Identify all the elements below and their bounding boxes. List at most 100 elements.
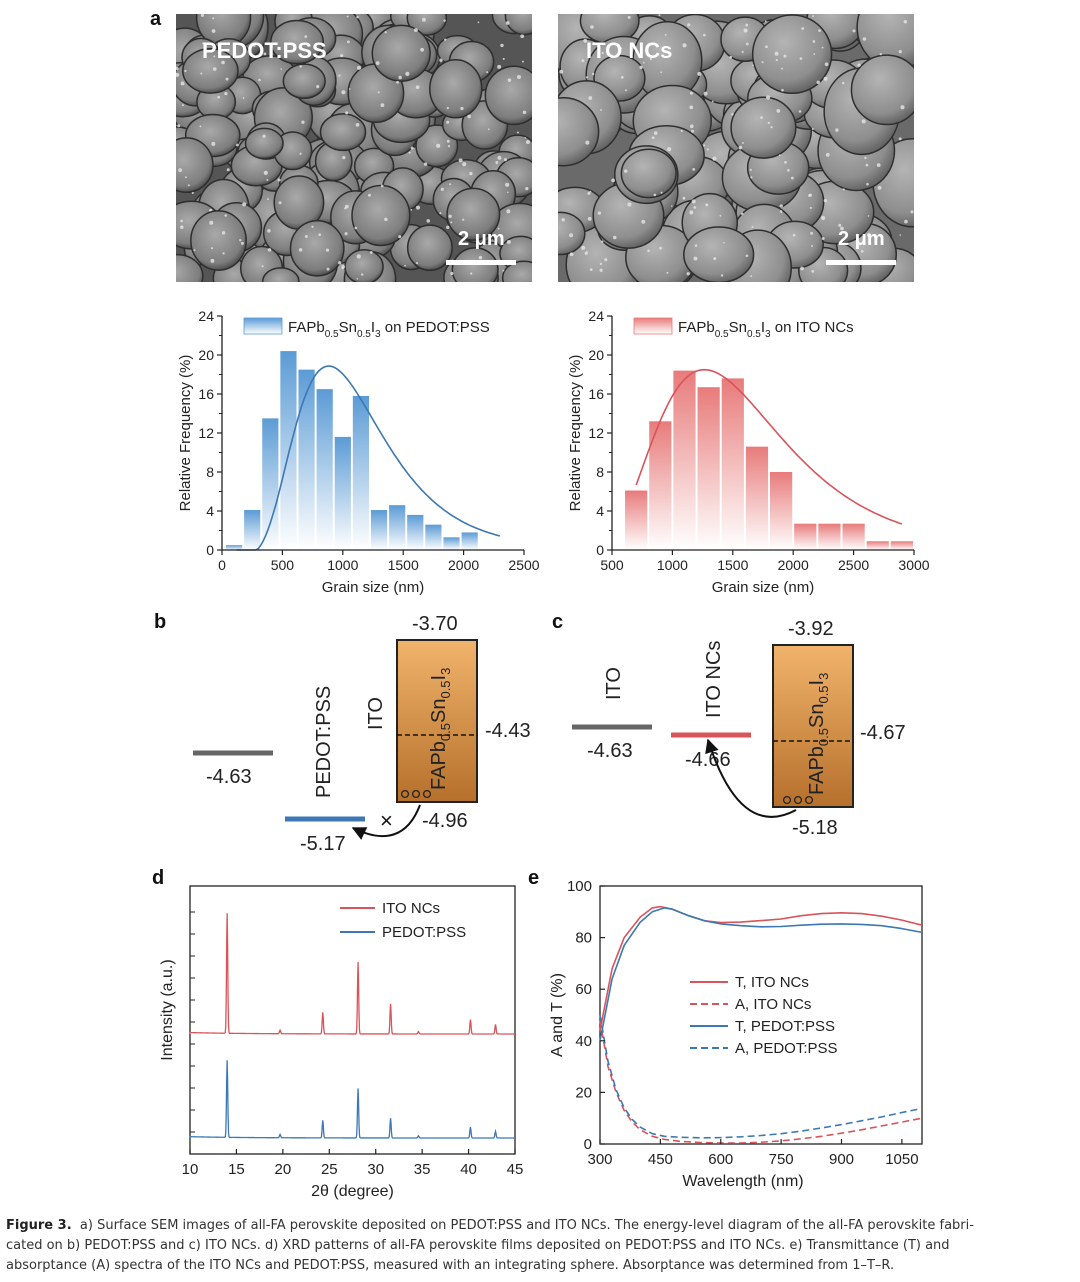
x-tick-label: 35 xyxy=(414,1161,431,1178)
y-tick-label: 24 xyxy=(198,308,214,324)
grain-speck xyxy=(585,140,590,145)
grain-speck xyxy=(658,14,661,17)
grain-speck xyxy=(348,88,351,90)
grain xyxy=(683,226,755,282)
y-axis-label: Intensity (a.u.) xyxy=(159,959,176,1060)
grain-speck xyxy=(398,75,402,80)
grain-speck xyxy=(507,78,512,82)
hist-bar xyxy=(244,510,261,550)
x-axis-label: Grain size (nm) xyxy=(322,579,425,596)
grain-speck xyxy=(801,27,805,30)
grain-speck xyxy=(177,124,181,128)
perovskite-label-b: FAPb0.5Sn0.5I3 xyxy=(428,668,453,790)
grain-speck xyxy=(780,211,783,214)
grain-speck xyxy=(750,176,753,179)
grain-speck xyxy=(842,188,845,191)
grain-speck xyxy=(477,21,480,24)
legend-label: A, PEDOT:PSS xyxy=(735,1040,838,1057)
hist-bar xyxy=(721,378,744,550)
grain-speck xyxy=(415,262,419,265)
grain-speck xyxy=(467,114,471,119)
hole-3-b xyxy=(422,789,432,799)
grain-speck xyxy=(738,145,743,150)
grain-speck xyxy=(200,14,205,17)
grain-speck xyxy=(904,219,908,224)
grain-speck xyxy=(691,129,695,133)
grain-speck xyxy=(624,169,628,173)
y-tick-label: 24 xyxy=(588,308,604,324)
grain-speck xyxy=(741,141,744,144)
legend-label: A, ITO NCs xyxy=(735,996,811,1013)
grain-speck xyxy=(187,184,190,187)
grain-speck xyxy=(666,271,669,274)
grain-speck xyxy=(522,60,524,63)
grain-speck xyxy=(760,116,763,120)
grain xyxy=(270,19,325,65)
grain-speck xyxy=(502,269,505,272)
grain-speck xyxy=(225,77,229,81)
grain-speck xyxy=(781,67,784,70)
grain-speck xyxy=(184,176,187,179)
legend-swatch xyxy=(243,317,283,335)
energy-diagram-ito: c ITO -4.63 ITO NCs -4.66 -3.92 -4.67 -5… xyxy=(552,611,906,839)
grain-speck xyxy=(470,272,473,275)
grain-speck xyxy=(221,60,225,65)
fit-curve xyxy=(236,365,501,551)
hist-bar xyxy=(407,514,424,550)
grain-speck xyxy=(408,151,411,154)
grain-speck xyxy=(405,71,410,76)
grain-speck xyxy=(440,187,444,191)
grain xyxy=(446,187,501,241)
grain-speck xyxy=(345,204,349,209)
grain-speck xyxy=(600,109,602,111)
grain-speck xyxy=(898,50,902,54)
caption-label: Figure 3. xyxy=(6,1218,72,1233)
hist-bar xyxy=(443,537,460,550)
y-axis-label: A and T (%) xyxy=(549,973,566,1057)
sem-texture-pedot xyxy=(176,14,532,282)
y-tick-label: 0 xyxy=(596,542,604,558)
legend-swatch xyxy=(633,317,673,335)
grain-speck xyxy=(599,268,603,272)
grain xyxy=(504,14,532,36)
grain-speck xyxy=(590,25,594,29)
legend-label: FAPb0.5Sn0.5I3 on ITO NCs xyxy=(678,319,854,340)
grain-speck xyxy=(601,51,604,55)
grain-speck xyxy=(421,17,426,22)
grain-speck xyxy=(781,88,784,92)
y-tick-label: 16 xyxy=(588,386,604,402)
grain xyxy=(429,59,483,119)
grain-speck xyxy=(396,80,399,84)
grain-speck xyxy=(345,111,349,115)
grain-speck xyxy=(667,147,672,152)
grain-speck xyxy=(825,153,830,157)
grain-speck xyxy=(342,155,346,160)
grain-speck xyxy=(316,85,320,89)
hist-bar xyxy=(818,523,841,550)
grain-speck xyxy=(341,90,346,95)
grain-speck xyxy=(462,218,465,221)
grain-speck xyxy=(266,179,269,182)
grain-speck xyxy=(380,184,384,188)
hist-bar xyxy=(745,446,769,550)
vb-value-b: -4.96 xyxy=(422,810,468,832)
grain-speck xyxy=(443,19,446,22)
grain-speck xyxy=(367,193,372,197)
y-tick-label: 0 xyxy=(584,1136,592,1153)
grain-speck xyxy=(439,211,442,215)
sem-image-ito: ITO NCs 2 μm xyxy=(558,14,914,282)
grain-speck xyxy=(810,231,814,235)
grain-speck xyxy=(210,247,214,250)
grain-speck xyxy=(525,139,530,145)
grain-speck xyxy=(318,233,322,237)
grain-speck xyxy=(184,69,187,73)
grain xyxy=(176,137,214,194)
grain-speck xyxy=(867,215,870,217)
caption-line-3: absorptance (A) spectra of the ITO NCs a… xyxy=(6,1258,895,1273)
grain-speck xyxy=(865,163,869,167)
grain xyxy=(501,260,532,282)
grain-speck xyxy=(506,239,511,244)
grain-speck xyxy=(222,252,225,255)
grain-speck xyxy=(420,47,425,52)
grain-speck xyxy=(866,182,869,186)
